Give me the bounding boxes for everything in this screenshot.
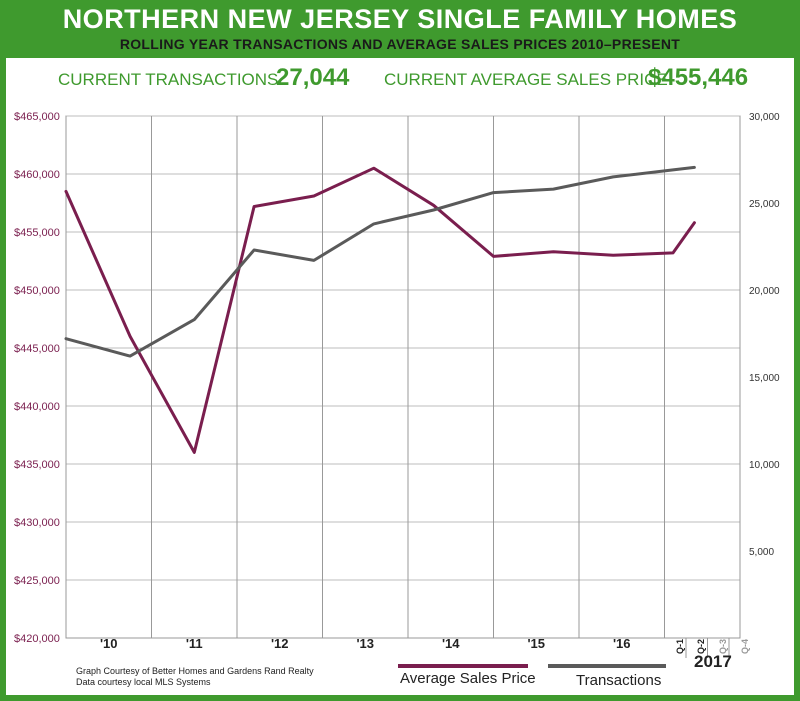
chart-title: NORTHERN NEW JERSEY SINGLE FAMILY HOMES [62,4,738,34]
x-tick-label: '15 [527,636,545,651]
series-line-price [64,166,696,454]
x-tick-label: '13 [356,636,374,651]
credit-text: Graph Courtesy of Better Homes and Garde… [76,666,314,688]
bottom-border [0,695,800,701]
credit-line-1: Graph Courtesy of Better Homes and Garde… [76,666,314,676]
legend-swatch-transactions [548,664,666,668]
left-tick-label: $465,000 [14,111,60,123]
left-tick-label: $430,000 [14,517,60,529]
quarter-tick-label: Q-2 [696,639,706,654]
chart-grid [65,115,741,658]
legend-swatch-price [398,664,528,668]
x-tick-label: '11 [186,636,203,651]
credit-line-2: Data courtesy local MLS Systems [76,677,211,687]
x-tick-label: '16 [613,636,631,651]
left-tick-label: $450,000 [14,285,60,297]
left-border [0,58,6,701]
left-tick-label: $445,000 [14,343,60,355]
left-tick-label: $420,000 [14,633,60,645]
legend-label-transactions: Transactions [576,672,662,689]
plot-area [65,115,741,639]
price-value: $455,446 [648,64,749,91]
left-axis-ticks: $420,000 $425,000 $430,000 $435,000 $440,000… [14,111,60,645]
chart-subtitle: ROLLING YEAR TRANSACTIONS AND AVERAGE SA… [119,36,681,52]
right-tick-label: 15,000 [749,373,780,384]
year-2017-label: 2017 [694,652,732,671]
transactions-label: CURRENT TRANSACTIONS [58,70,279,89]
left-tick-label: $435,000 [14,459,60,471]
chart-series [64,165,696,454]
transactions-value: 27,044 [276,64,350,91]
right-tick-label: 20,000 [749,286,780,297]
x-tick-label: '14 [442,636,460,651]
x-tick-label: '12 [271,636,289,651]
right-tick-label: 5,000 [749,547,774,558]
price-label: CURRENT AVERAGE SALES PRICE [384,70,668,89]
right-tick-label: 25,000 [749,199,780,210]
quarter-tick-label: Q-1 [675,639,685,654]
header-bar: NORTHERN NEW JERSEY SINGLE FAMILY HOMES … [0,0,800,58]
right-tick-label: 30,000 [749,112,780,123]
left-tick-label: $460,000 [14,169,60,181]
x-axis-ticks: '10 '11 '12 '13 '14 '15 '16 Q-1 Q-2 Q-3 Q-4 [100,636,750,654]
quarter-tick-label: Q-3 [718,639,728,654]
right-tick-label: 10,000 [749,460,780,471]
left-tick-label: $425,000 [14,575,60,587]
right-axis-ticks: 5,000 10,000 15,000 20,000 25,000 30,000 [749,112,780,558]
x-tick-label: '10 [100,636,118,651]
left-tick-label: $440,000 [14,401,60,413]
left-tick-label: $455,000 [14,227,60,239]
quarter-tick-label: Q-4 [740,639,750,654]
right-border [794,58,800,701]
legend-label-price: Average Sales Price [400,670,536,687]
series-line-transactions [64,165,696,358]
